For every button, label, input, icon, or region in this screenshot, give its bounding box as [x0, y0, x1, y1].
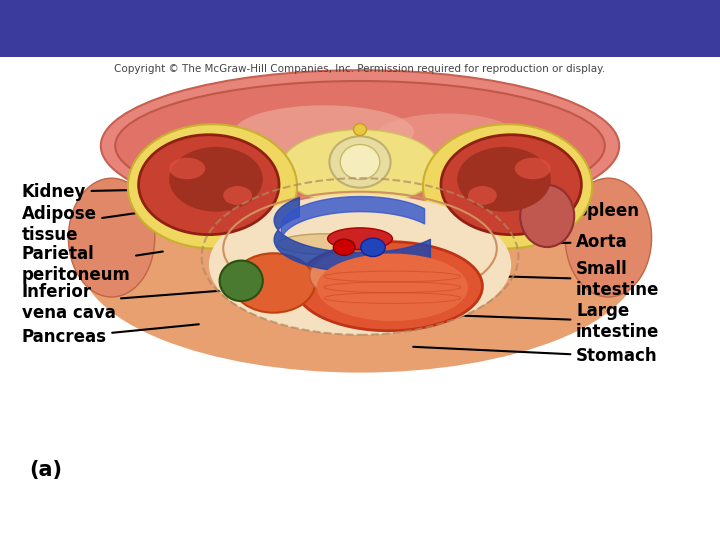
Ellipse shape: [374, 113, 518, 162]
Ellipse shape: [169, 147, 263, 212]
Ellipse shape: [68, 178, 155, 297]
Text: Stomach: Stomach: [413, 347, 657, 366]
Ellipse shape: [310, 251, 396, 300]
Ellipse shape: [79, 146, 641, 373]
Ellipse shape: [515, 158, 551, 179]
Ellipse shape: [295, 242, 482, 330]
Text: Spleen: Spleen: [536, 201, 640, 220]
Ellipse shape: [565, 178, 652, 297]
Text: Large
intestine: Large intestine: [428, 302, 660, 341]
Ellipse shape: [115, 81, 605, 211]
Text: Parietal
peritoneum: Parietal peritoneum: [22, 245, 163, 284]
FancyBboxPatch shape: [0, 0, 720, 57]
Ellipse shape: [138, 135, 279, 234]
Text: (a): (a): [29, 460, 62, 480]
Text: Fascia of Kidneys: Fascia of Kidneys: [238, 17, 482, 40]
Ellipse shape: [209, 194, 511, 335]
Ellipse shape: [441, 135, 582, 234]
Ellipse shape: [328, 228, 392, 249]
Ellipse shape: [329, 137, 391, 187]
Ellipse shape: [234, 105, 414, 159]
Ellipse shape: [223, 186, 252, 205]
Text: Adipose
tissue: Adipose tissue: [22, 205, 170, 244]
Text: Inferior
vena cava: Inferior vena cava: [22, 283, 220, 322]
Text: Copyright © The McGraw-Hill Companies, Inc. Permission required for reproduction: Copyright © The McGraw-Hill Companies, I…: [114, 64, 606, 74]
Ellipse shape: [468, 186, 497, 205]
Text: Pancreas: Pancreas: [22, 325, 199, 347]
Ellipse shape: [127, 124, 297, 248]
Ellipse shape: [317, 253, 468, 321]
Ellipse shape: [340, 144, 380, 179]
Ellipse shape: [232, 253, 315, 313]
Ellipse shape: [220, 261, 263, 301]
Circle shape: [361, 238, 385, 256]
Ellipse shape: [277, 234, 371, 254]
Text: Kidney: Kidney: [22, 183, 181, 201]
Text: Small
intestine: Small intestine: [471, 260, 660, 299]
Ellipse shape: [354, 124, 366, 136]
Ellipse shape: [521, 185, 575, 247]
Circle shape: [333, 239, 355, 255]
Ellipse shape: [423, 124, 592, 248]
Ellipse shape: [169, 158, 205, 179]
Ellipse shape: [101, 70, 619, 221]
Text: Aorta: Aorta: [406, 233, 628, 251]
Ellipse shape: [457, 147, 551, 212]
Ellipse shape: [281, 130, 439, 205]
